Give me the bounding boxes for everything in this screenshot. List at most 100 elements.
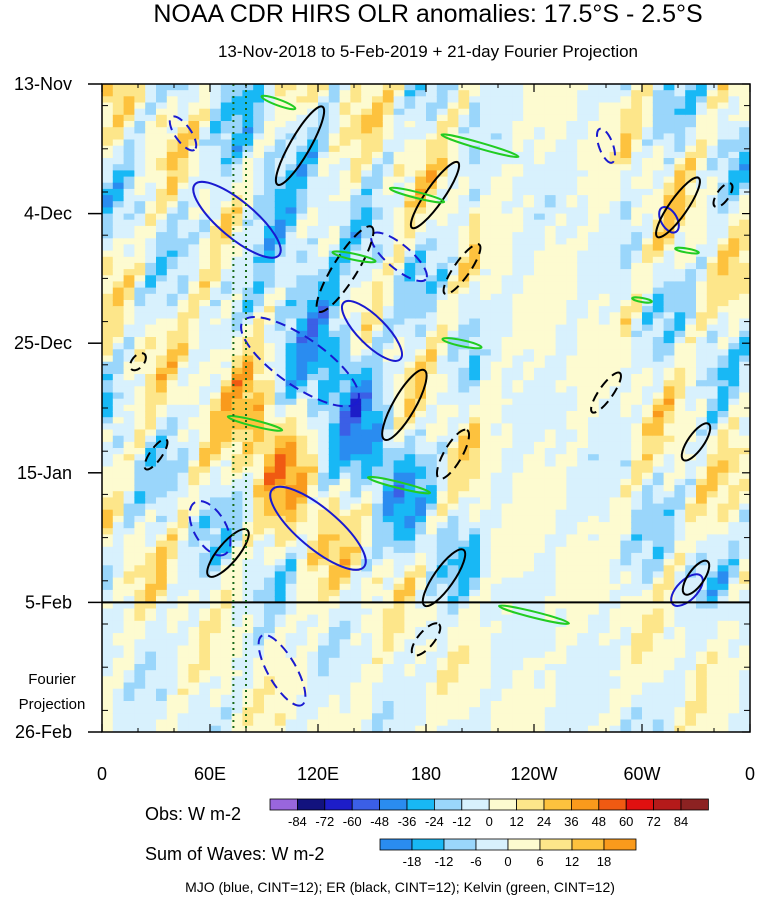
anomaly-cell	[361, 707, 373, 714]
anomaly-cell	[328, 164, 341, 171]
anomaly-cell	[264, 503, 276, 511]
anomaly-cell	[372, 657, 384, 665]
anomaly-cell	[534, 164, 546, 171]
anomaly-cell	[436, 682, 449, 690]
anomaly-cell	[512, 225, 524, 233]
anomaly-cell	[242, 583, 254, 591]
anomaly-cell	[210, 195, 222, 202]
anomaly-cell	[382, 423, 395, 431]
anomaly-cell	[210, 719, 222, 727]
anomaly-cell	[220, 219, 233, 227]
anomaly-cell	[102, 460, 114, 468]
anomaly-cell	[577, 225, 589, 233]
anomaly-cell	[372, 256, 384, 264]
anomaly-cell	[231, 96, 243, 104]
anomaly-cell	[285, 454, 297, 461]
anomaly-cell	[274, 454, 287, 461]
anomaly-cell	[264, 300, 276, 307]
anomaly-cell	[361, 158, 373, 165]
anomaly-cell	[112, 571, 125, 579]
anomaly-cell	[177, 250, 189, 258]
anomaly-cell	[393, 176, 405, 184]
anomaly-cell	[361, 713, 373, 721]
anomaly-cell	[220, 281, 233, 289]
anomaly-cell	[274, 633, 287, 640]
anomaly-cell	[458, 121, 470, 128]
anomaly-cell	[156, 188, 168, 196]
anomaly-cell	[328, 491, 341, 498]
anomaly-cell	[220, 596, 233, 603]
anomaly-cell	[469, 497, 481, 505]
anomaly-cell	[134, 670, 146, 677]
anomaly-cell	[480, 170, 492, 178]
anomaly-cell	[458, 256, 470, 264]
anomaly-cell	[480, 84, 492, 91]
anomaly-cell	[609, 127, 621, 134]
anomaly-cell	[318, 633, 330, 640]
anomaly-cell	[210, 441, 222, 449]
anomaly-cell	[490, 114, 503, 122]
anomaly-cell	[534, 355, 546, 363]
anomaly-cell	[555, 108, 567, 116]
anomaly-cell	[566, 133, 578, 141]
anomaly-cell	[426, 633, 438, 640]
anomaly-cell	[339, 515, 351, 523]
anomaly-cell	[458, 627, 470, 634]
anomaly-cell	[426, 102, 438, 110]
anomaly-cell	[123, 151, 135, 159]
anomaly-cell	[102, 565, 114, 573]
anomaly-cell	[555, 731, 567, 732]
anomaly-cell	[534, 145, 546, 153]
anomaly-cell	[318, 534, 330, 542]
anomaly-cell	[220, 337, 233, 344]
anomaly-cell	[382, 694, 395, 702]
anomaly-cell	[166, 127, 179, 134]
anomaly-cell	[404, 367, 416, 375]
anomaly-cell	[490, 188, 503, 196]
anomaly-cell	[166, 571, 179, 579]
anomaly-cell	[199, 509, 211, 517]
anomaly-cell	[598, 374, 611, 381]
anomaly-cell	[339, 466, 351, 474]
anomaly-cell	[220, 133, 233, 141]
anomaly-cell	[598, 688, 611, 696]
anomaly-cell	[339, 145, 351, 153]
anomaly-cell	[296, 664, 308, 671]
anomaly-cell	[447, 448, 459, 455]
anomaly-cell	[436, 589, 449, 597]
anomaly-cell	[220, 602, 233, 610]
anomaly-cell	[350, 596, 362, 603]
anomaly-cell	[296, 694, 308, 702]
anomaly-cell	[220, 713, 233, 721]
anomaly-cell	[555, 262, 567, 270]
anomaly-cell	[534, 515, 546, 523]
anomaly-cell	[188, 701, 200, 708]
anomaly-cell	[274, 713, 287, 721]
anomaly-cell	[210, 275, 222, 283]
anomaly-cell	[328, 664, 341, 671]
anomaly-cell	[577, 639, 589, 647]
anomaly-cell	[166, 441, 179, 449]
anomaly-cell	[242, 448, 254, 455]
anomaly-cell	[490, 287, 503, 295]
anomaly-cell	[296, 250, 308, 258]
anomaly-cell	[177, 565, 189, 573]
anomaly-cell	[436, 707, 449, 714]
anomaly-cell	[566, 429, 578, 437]
anomaly-cell	[307, 281, 319, 289]
anomaly-cell	[145, 151, 157, 159]
anomaly-cell	[512, 682, 524, 690]
anomaly-cell	[350, 614, 362, 622]
anomaly-cell	[210, 633, 222, 640]
anomaly-cell	[339, 275, 351, 283]
anomaly-cell	[415, 627, 427, 634]
anomaly-cell	[102, 269, 114, 276]
anomaly-cell	[382, 398, 395, 406]
anomaly-cell	[220, 355, 233, 363]
anomaly-cell	[134, 238, 146, 246]
anomaly-cell	[566, 466, 578, 474]
anomaly-cell	[490, 250, 503, 258]
anomaly-cell	[566, 238, 578, 246]
anomaly-cell	[458, 670, 470, 677]
anomaly-cell	[447, 151, 459, 159]
